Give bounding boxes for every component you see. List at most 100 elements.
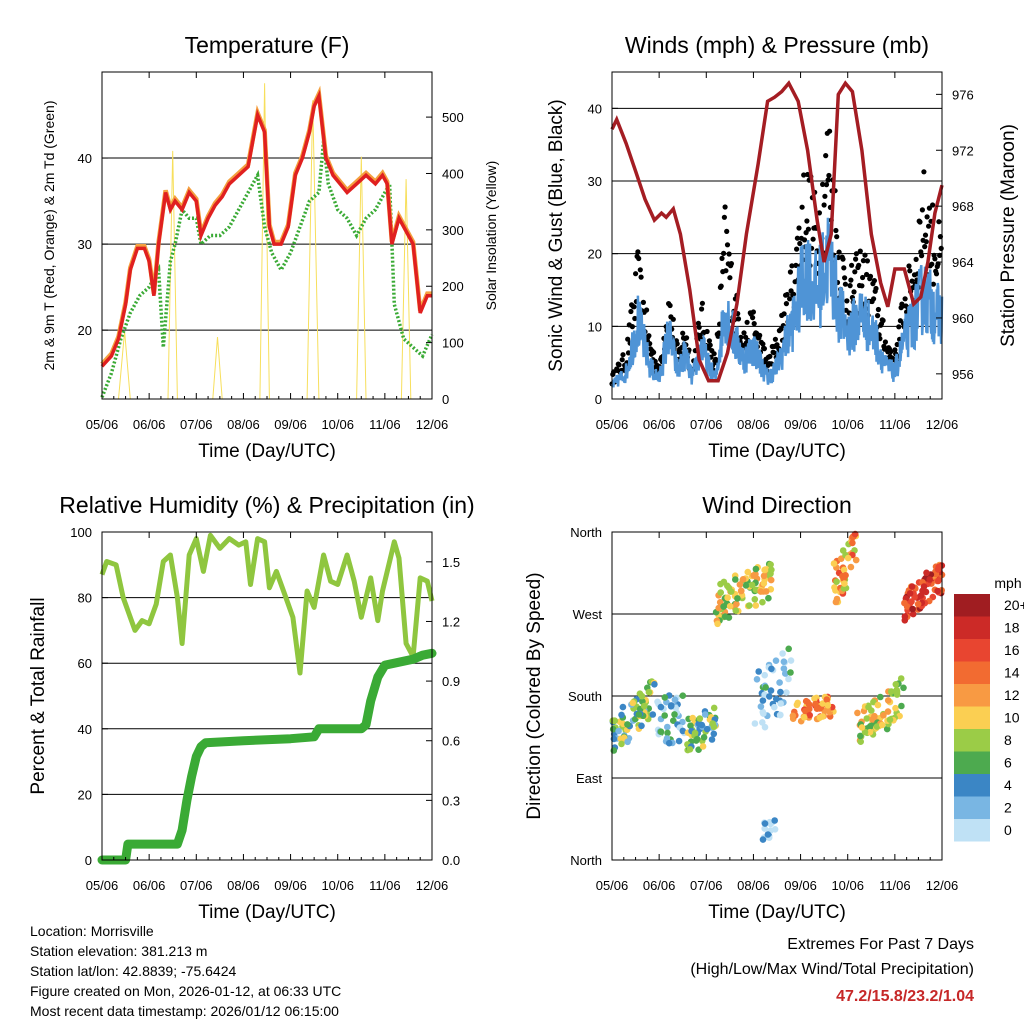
gust-point xyxy=(728,261,735,267)
direction-point xyxy=(710,723,718,731)
gust-point xyxy=(847,283,853,289)
direction-point xyxy=(811,695,818,702)
direction-point xyxy=(824,702,832,709)
gust-point xyxy=(790,291,797,297)
gust-point xyxy=(856,262,862,268)
x-tick-label: 11/06 xyxy=(369,878,401,893)
gust-point xyxy=(917,219,923,225)
gust-point xyxy=(760,341,766,347)
gust-point xyxy=(750,315,756,321)
gust-point xyxy=(716,330,722,336)
gust-point xyxy=(864,271,870,278)
gust-point xyxy=(787,269,794,275)
y2-tick-label: 1.5 xyxy=(442,555,460,570)
gust-point xyxy=(721,250,727,256)
direction-point xyxy=(661,712,668,719)
gust-point xyxy=(767,353,773,359)
gust-point xyxy=(757,332,763,338)
gust-point xyxy=(930,281,937,287)
direction-point xyxy=(761,566,768,574)
gust-point xyxy=(684,335,690,341)
gust-point xyxy=(871,278,878,284)
gust-point xyxy=(711,351,717,357)
direction-point xyxy=(832,598,840,606)
gust-point xyxy=(721,214,728,220)
direction-point xyxy=(866,728,874,736)
direction-point xyxy=(761,820,769,827)
direction-point xyxy=(771,817,778,824)
x-tick-label: 06/06 xyxy=(133,878,166,893)
panel-title: Relative Humidity (%) & Precipitation (i… xyxy=(59,492,474,518)
direction-point xyxy=(833,578,840,585)
y2-tick-label: 0.9 xyxy=(442,674,460,689)
gust-point xyxy=(616,362,622,368)
direction-point xyxy=(726,602,734,610)
x-tick-label: 05/06 xyxy=(86,878,119,893)
direction-point xyxy=(863,715,871,722)
gust-point xyxy=(873,285,879,292)
gust-point xyxy=(797,240,803,247)
colorbar-title: mph xyxy=(994,575,1021,591)
y-axis-label: 2m & 9m T (Red, Orange) & 2m Td (Green) xyxy=(41,101,57,371)
latlon-text: Station lat/lon: 42.8839; -75.6424 xyxy=(30,963,237,979)
direction-point xyxy=(720,578,728,586)
y-tick-label: 40 xyxy=(78,722,92,737)
direction-point xyxy=(764,831,772,838)
direction-point xyxy=(752,565,760,573)
series-station-pressure xyxy=(610,80,944,383)
gust-point xyxy=(640,299,647,305)
direction-point xyxy=(892,681,900,688)
direction-point xyxy=(767,687,775,694)
y-tick-label: 40 xyxy=(588,101,602,116)
y-tick-label: 10 xyxy=(588,319,602,334)
direction-point xyxy=(635,711,643,718)
gust-point xyxy=(923,239,929,245)
x-tick-label: 06/06 xyxy=(133,417,166,432)
direction-point xyxy=(852,556,860,564)
y2-tick-label: 976 xyxy=(952,87,974,102)
gust-point xyxy=(820,181,826,187)
series-sonic-wind xyxy=(610,217,944,388)
direction-point xyxy=(914,600,922,608)
y2-tick-label: 100 xyxy=(442,336,464,351)
direction-point xyxy=(755,668,762,675)
direction-point xyxy=(873,723,881,730)
direction-point xyxy=(771,826,779,833)
y-axis-label: Sonic Wind & Gust (Blue, Black) xyxy=(546,99,567,371)
gust-point xyxy=(794,246,800,252)
direction-point xyxy=(619,703,627,711)
direction-point xyxy=(732,607,740,614)
gust-point xyxy=(810,236,816,242)
direction-point xyxy=(865,703,872,711)
x-tick-label: 05/06 xyxy=(596,417,629,432)
direction-point xyxy=(768,665,775,673)
gust-point xyxy=(840,256,846,262)
gust-point xyxy=(919,207,926,213)
direction-point xyxy=(686,746,694,753)
gust-point xyxy=(826,172,832,179)
gust-point xyxy=(930,202,936,208)
x-tick-label: 11/06 xyxy=(369,417,401,432)
direction-point xyxy=(710,730,718,738)
direction-point xyxy=(700,734,708,741)
direction-point xyxy=(744,568,752,576)
gust-point xyxy=(696,324,702,330)
gust-point xyxy=(735,316,742,322)
direction-point xyxy=(886,716,894,723)
gust-point xyxy=(632,315,638,322)
y2-tick-label: 400 xyxy=(442,166,464,181)
gust-point xyxy=(822,193,828,199)
direction-point xyxy=(752,586,760,594)
gust-point xyxy=(921,169,927,175)
direction-point xyxy=(691,729,699,737)
gust-point xyxy=(761,346,768,352)
location-text: Location: Morrisville xyxy=(30,923,154,939)
y-tick-label: 0 xyxy=(85,853,92,868)
direction-point xyxy=(901,613,909,620)
y-tick-label: 100 xyxy=(70,525,92,540)
direction-point xyxy=(761,825,768,832)
direction-point xyxy=(742,582,750,589)
gust-point xyxy=(842,275,848,281)
direction-point xyxy=(757,588,765,595)
